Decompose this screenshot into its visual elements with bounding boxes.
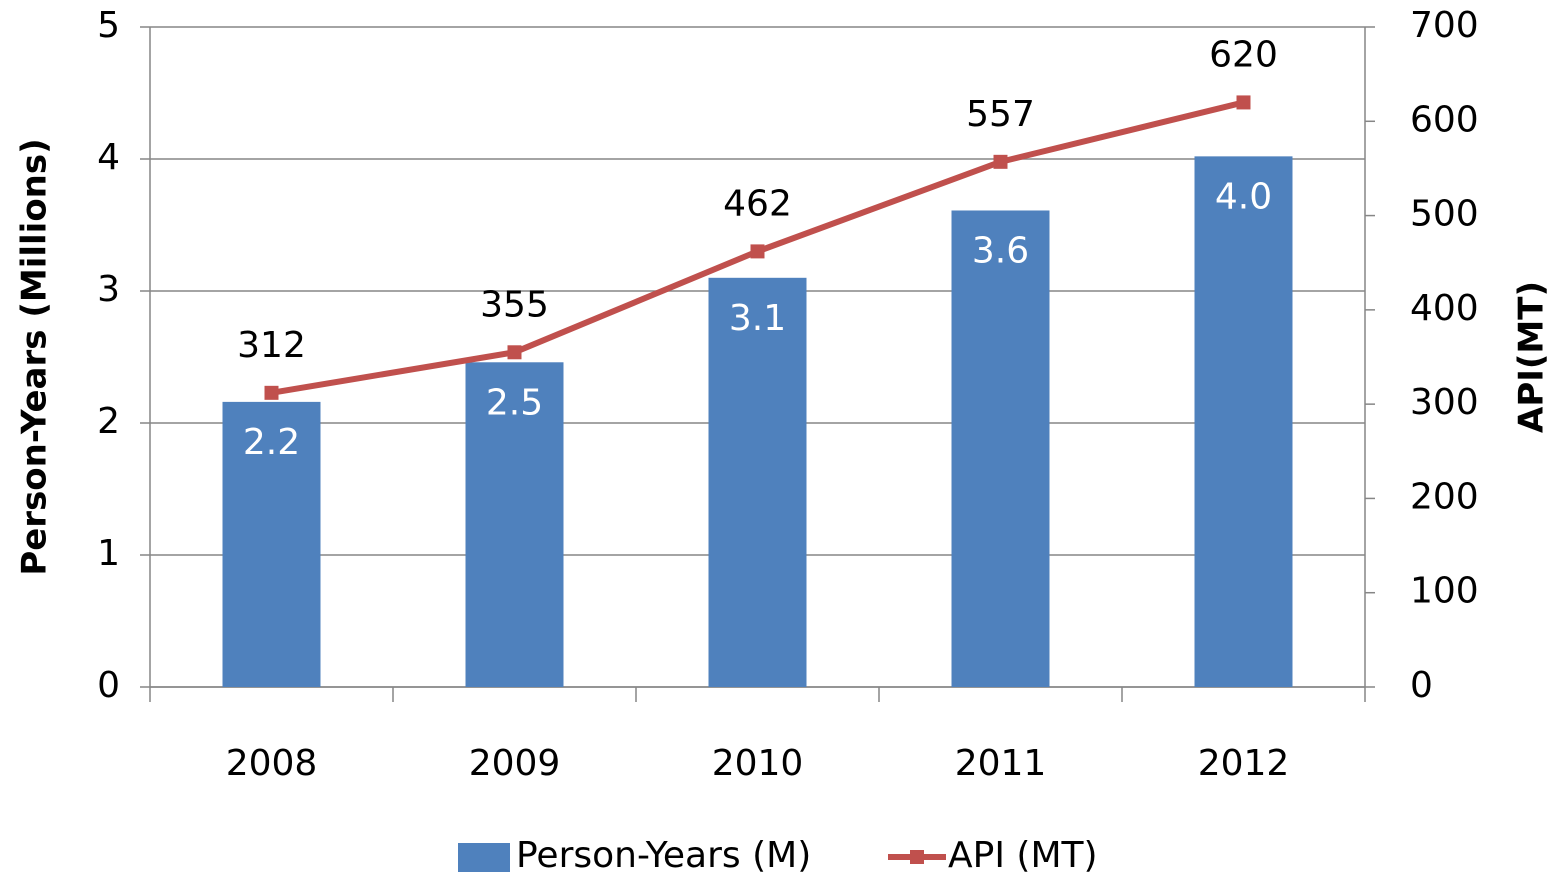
bar-value-label: 2.2 xyxy=(243,422,300,463)
line-marker xyxy=(1236,95,1251,110)
y2-tick-label: 100 xyxy=(1410,571,1479,612)
bar xyxy=(465,362,564,687)
y2-tick-label: 300 xyxy=(1410,382,1479,423)
legend-label: API (MT) xyxy=(948,835,1098,876)
line-value-label: 312 xyxy=(237,325,306,366)
bar-value-label: 4.0 xyxy=(1215,176,1272,217)
x-tick-label: 2012 xyxy=(1198,743,1290,784)
bar-value-label: 3.6 xyxy=(972,230,1029,271)
y2-tick-label: 0 xyxy=(1410,665,1433,706)
line-marker xyxy=(507,345,522,360)
y-axis-title: Person-Years (Millions) xyxy=(15,138,55,575)
x-tick-label: 2009 xyxy=(469,743,561,784)
bar xyxy=(1194,156,1293,688)
line-value-label: 355 xyxy=(480,284,549,325)
x-tick-label: 2008 xyxy=(226,743,318,784)
bar xyxy=(222,401,321,687)
bar xyxy=(708,277,807,687)
y-tick-label: 4 xyxy=(97,137,120,178)
legend-label: Person-Years (M) xyxy=(516,835,811,876)
line-marker xyxy=(750,244,765,259)
y2-tick-label: 200 xyxy=(1410,476,1479,517)
y-tick-label: 3 xyxy=(97,269,120,310)
bar xyxy=(951,210,1050,688)
legend-swatch xyxy=(458,843,510,872)
y-tick-label: 5 xyxy=(97,5,120,46)
x-tick-label: 2010 xyxy=(712,743,804,784)
line-value-label: 557 xyxy=(966,94,1035,135)
y2-tick-label: 500 xyxy=(1410,194,1479,235)
y-tick-label: 0 xyxy=(97,665,120,706)
y-tick-label: 2 xyxy=(97,401,120,442)
y2-axis-title: API(MT) xyxy=(1512,281,1552,433)
legend-marker xyxy=(910,850,924,864)
y-tick-label: 1 xyxy=(97,533,120,574)
y2-tick-label: 600 xyxy=(1410,99,1479,140)
y2-tick-label: 400 xyxy=(1410,288,1479,329)
bar-value-label: 2.5 xyxy=(486,382,543,423)
x-tick-label: 2011 xyxy=(955,743,1047,784)
line-marker xyxy=(993,154,1008,169)
line-value-label: 462 xyxy=(723,183,792,224)
line-marker xyxy=(264,385,279,400)
y2-tick-label: 700 xyxy=(1410,5,1479,46)
bar-value-label: 3.1 xyxy=(729,298,786,339)
line-value-label: 620 xyxy=(1209,34,1278,75)
